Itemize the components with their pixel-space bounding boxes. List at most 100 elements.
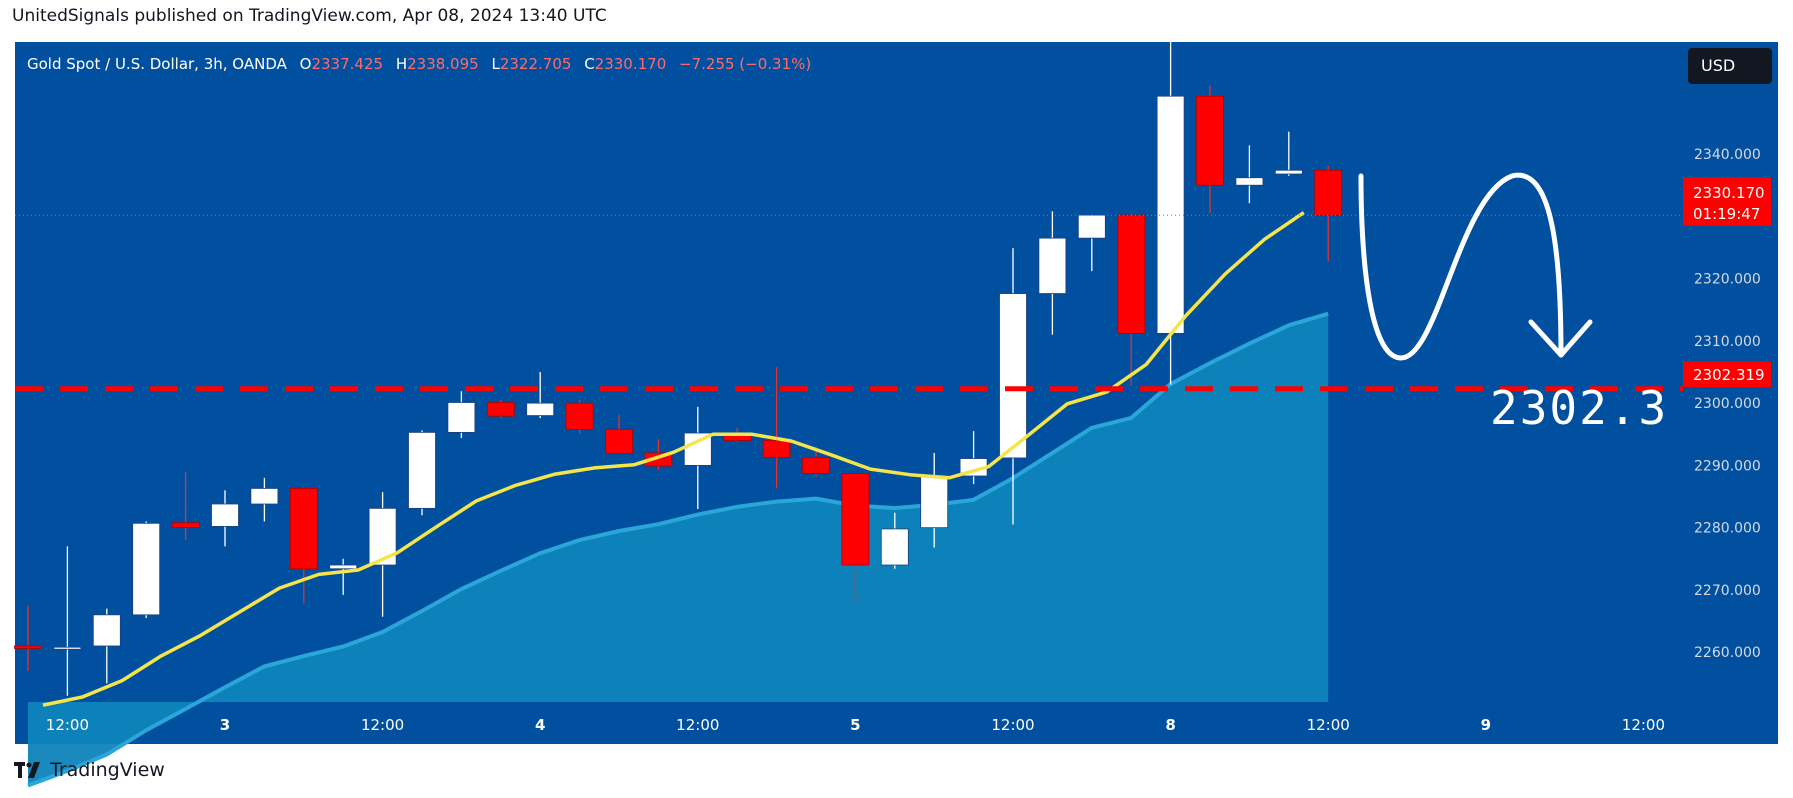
y-tick-label: 2260.000 — [1694, 645, 1761, 661]
candle — [762, 367, 791, 489]
y-tick-label: 2300.000 — [1694, 396, 1761, 412]
tradingview-logo-text: TradingView — [50, 759, 165, 781]
x-tick-label: 12:00 — [991, 716, 1034, 734]
legend-high-label: H — [396, 55, 407, 73]
area-layer — [27, 311, 1329, 788]
last-price-value: 2330.170 — [1693, 184, 1765, 202]
candle — [329, 558, 358, 595]
candle-body — [408, 431, 436, 509]
x-tick-label: 5 — [850, 716, 860, 734]
candle-body — [1314, 169, 1343, 216]
candle-body — [14, 645, 42, 649]
ema-line — [42, 211, 1305, 707]
candle-body — [802, 456, 830, 474]
bar-countdown: 01:19:47 — [1693, 205, 1760, 223]
legend-close-label: C — [584, 55, 594, 73]
candle — [53, 546, 82, 696]
x-axis[interactable]: 12:00 3 12:00 4 12:00 5 12:00 8 12:00 9 12:00 — [46, 716, 1665, 734]
candle — [1314, 165, 1343, 262]
candle — [526, 372, 555, 419]
candle — [132, 521, 161, 618]
candle-body — [1038, 237, 1067, 294]
candle-body — [1196, 95, 1224, 186]
candle — [841, 473, 870, 603]
candle-body — [211, 503, 239, 527]
area-fill — [28, 313, 1329, 786]
target-price-label: 2302.3 — [1490, 381, 1668, 435]
candle — [171, 471, 200, 541]
candle — [408, 430, 436, 516]
currency-button-label: USD — [1701, 56, 1735, 75]
candle — [999, 248, 1027, 525]
candle — [1235, 145, 1264, 204]
y-tick-label: 2280.000 — [1694, 521, 1761, 537]
y-tick-label: 2310.000 — [1694, 334, 1761, 350]
x-tick-label: 3 — [220, 716, 230, 734]
x-tick-label: 12:00 — [1622, 716, 1665, 734]
candle-body — [605, 428, 633, 454]
x-tick-label: 12:00 — [46, 716, 89, 734]
candle-layer — [14, 10, 1343, 696]
candle-body — [53, 646, 82, 650]
candle-body — [1117, 214, 1146, 334]
candle-body — [289, 488, 318, 570]
candle-body — [1274, 169, 1303, 175]
x-tick-label: 12:00 — [361, 716, 404, 734]
legend-open-value: 2337.425 — [311, 55, 383, 73]
legend-line: Gold Spot / U.S. Dollar, 3h, OANDA O2337… — [27, 55, 811, 73]
candle-body — [880, 528, 909, 566]
candle — [1077, 214, 1106, 272]
candle — [486, 400, 515, 419]
candle-body — [250, 488, 279, 505]
candle — [92, 608, 121, 684]
candle-body — [920, 475, 949, 529]
y-tick-label: 2290.000 — [1694, 458, 1761, 474]
x-tick-label: 4 — [535, 716, 545, 734]
candle — [1038, 211, 1067, 335]
candle — [211, 490, 239, 547]
candle — [250, 477, 279, 522]
tradingview-logo[interactable]: TradingView — [14, 759, 165, 781]
candle-body — [132, 522, 161, 616]
candle-body — [1156, 95, 1185, 334]
candle-body — [329, 564, 358, 570]
y-tick-label: 2320.000 — [1694, 272, 1761, 288]
last-price-badge: 2330.170 01:19:47 — [1683, 177, 1771, 226]
candle — [605, 414, 633, 454]
level-layer — [15, 214, 1683, 392]
candle — [289, 487, 318, 604]
candle — [447, 391, 476, 438]
candle-body — [1077, 214, 1106, 239]
candle — [920, 452, 949, 548]
x-tick-label: 12:00 — [1307, 716, 1350, 734]
legend-symbol: Gold Spot / U.S. Dollar, 3h, OANDA — [27, 55, 288, 73]
x-tick-label: 12:00 — [676, 716, 719, 734]
candle-body — [486, 402, 515, 417]
tradingview-logo-icon — [14, 762, 40, 778]
candle — [565, 400, 594, 434]
candle — [880, 512, 909, 569]
candle — [1196, 85, 1224, 214]
candle-body — [999, 293, 1027, 459]
legend-low-label: L — [491, 55, 500, 73]
legend-high-value: 2338.095 — [407, 55, 479, 73]
legend-change: −7.255 (−0.31%) — [679, 55, 811, 73]
currency-button[interactable]: USD — [1688, 48, 1772, 84]
candle-body — [447, 402, 476, 433]
legend-open-label: O — [300, 55, 312, 73]
published-line: UnitedSignals published on TradingView.c… — [12, 6, 607, 26]
x-tick-label: 9 — [1481, 716, 1491, 734]
candle-body — [92, 614, 121, 647]
y-tick-label: 2270.000 — [1694, 583, 1761, 599]
area-line — [27, 311, 1329, 788]
ema-layer — [42, 211, 1305, 707]
legend-low-value: 2322.705 — [500, 55, 572, 73]
level-price-badge: 2302.319 — [1683, 361, 1771, 387]
candle — [1117, 213, 1146, 386]
candle — [14, 605, 42, 671]
candle-body — [171, 522, 200, 529]
y-tick-label: 2340.000 — [1694, 147, 1761, 163]
level-price-value: 2302.319 — [1693, 366, 1765, 384]
legend-close-value: 2330.170 — [595, 55, 667, 73]
